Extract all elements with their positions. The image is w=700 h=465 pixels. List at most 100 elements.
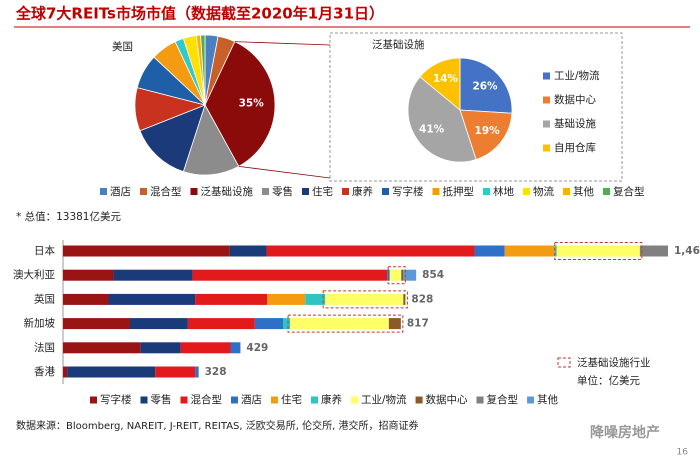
legend-swatch	[90, 396, 97, 404]
legend-label: 住宅	[312, 185, 333, 198]
legend-swatch	[351, 396, 358, 404]
bar-segment	[387, 269, 390, 281]
legend-label: 写字楼	[392, 185, 424, 198]
bar-segment	[266, 245, 475, 257]
y-tick-label: 新加坡	[24, 317, 56, 330]
bar-segment	[389, 269, 391, 281]
legend-label: 基础设施	[554, 117, 596, 130]
legend-label: 工业/物流	[554, 69, 600, 82]
legend-swatch	[190, 188, 198, 195]
bar-segment	[388, 318, 401, 330]
legend-label: 零售	[151, 393, 172, 406]
bar-segment	[401, 269, 404, 281]
bar-segment	[108, 293, 196, 305]
legend-label: 其他	[573, 185, 594, 198]
total-label: 817	[407, 318, 429, 330]
legend-swatch	[523, 188, 530, 195]
bar-segment	[254, 318, 283, 330]
legend-label: 酒店	[110, 185, 131, 198]
bar-segment	[113, 269, 193, 281]
bar-segment	[63, 366, 68, 378]
legend-swatch	[302, 188, 309, 195]
bar-segment	[504, 245, 555, 257]
bar-segment	[290, 318, 389, 330]
bar-segment	[403, 293, 406, 305]
bar-segment	[403, 269, 417, 281]
y-tick-label: 澳大利亚	[13, 268, 55, 281]
legend-label: 工业/物流	[361, 393, 407, 406]
pie-slice	[139, 104, 206, 173]
legend-swatch	[543, 120, 550, 128]
breakdown-title: 泛基础设施	[372, 38, 425, 51]
legend-swatch	[262, 188, 269, 195]
highlight-box	[387, 266, 406, 285]
legend-label: 康养	[321, 393, 342, 406]
highlight-box	[554, 242, 643, 260]
legend-swatch	[140, 188, 147, 195]
bar-segment	[390, 269, 402, 281]
unit-label: 单位：亿美元	[577, 374, 640, 387]
legend-swatch	[231, 396, 238, 404]
bar-segment	[305, 293, 326, 305]
legend-label: 酒店	[241, 393, 262, 406]
legend-label: 混合型	[191, 393, 223, 406]
slice-label: 14%	[433, 73, 459, 85]
legend-swatch	[476, 396, 484, 404]
pie-label: 美国	[112, 40, 133, 53]
legend-label: 抵押型	[443, 185, 475, 198]
legend-label: 复合型	[487, 393, 519, 406]
watermark: 降噪房地产	[590, 424, 660, 441]
note: * 总值：13381亿美元	[16, 210, 121, 223]
legend-swatch	[563, 188, 570, 195]
legend-swatch	[100, 188, 107, 195]
legend-swatch	[382, 188, 389, 195]
bar-segment	[283, 318, 291, 330]
pie-slice	[204, 41, 276, 167]
bar-segment	[180, 342, 231, 354]
legend-swatch	[311, 396, 318, 404]
legend-label: 数据中心	[554, 93, 596, 106]
slice-label: 41%	[419, 123, 445, 135]
total-label: 1,463	[674, 245, 700, 257]
pie-slice	[407, 76, 477, 163]
legend-swatch	[342, 188, 349, 195]
bar-segment	[267, 293, 306, 305]
slice-label: 19%	[475, 125, 501, 137]
legend-swatch	[483, 188, 490, 195]
connector	[234, 41, 331, 46]
slice-label: 35%	[239, 98, 265, 110]
bar-segment	[129, 318, 188, 330]
total-label: 429	[246, 342, 268, 354]
y-tick-label: 香港	[34, 366, 55, 378]
bar-segment	[195, 366, 199, 378]
highlight-label: 泛基础设施行业	[577, 356, 651, 369]
legend-swatch	[140, 396, 148, 404]
legend-label: 自用仓库	[554, 141, 596, 154]
legend-swatch	[432, 188, 440, 195]
pie-slice	[182, 103, 240, 176]
legend-swatch	[543, 96, 550, 104]
bar-segment	[474, 245, 505, 257]
legend-label: 康养	[352, 185, 373, 198]
bar-segment	[63, 293, 109, 305]
total-label: 828	[411, 293, 433, 305]
bar-segment	[63, 318, 130, 330]
source: 数据来源：Bloomberg, NAREIT, J-REIT, REITAS, …	[16, 419, 418, 432]
y-tick-label: 法国	[34, 341, 55, 354]
bar-segment	[556, 245, 640, 257]
legend-label: 林地	[493, 185, 514, 198]
legend-label: 泛基础设施	[201, 185, 254, 198]
pie-slice	[419, 57, 461, 111]
slide-title: 全球7大REITs市场市值（数据截至2020年1月31日）	[15, 5, 384, 23]
bar-segment	[192, 269, 388, 281]
legend-label: 住宅	[281, 393, 302, 406]
legend-swatch	[543, 72, 550, 80]
legend-swatch	[603, 188, 610, 195]
legend-label: 零售	[272, 185, 293, 198]
total-label: 328	[205, 366, 227, 378]
legend-label: 数据中心	[426, 393, 468, 406]
highlight-box	[287, 314, 404, 333]
total-label: 854	[422, 269, 444, 281]
pie-slice	[459, 57, 513, 114]
